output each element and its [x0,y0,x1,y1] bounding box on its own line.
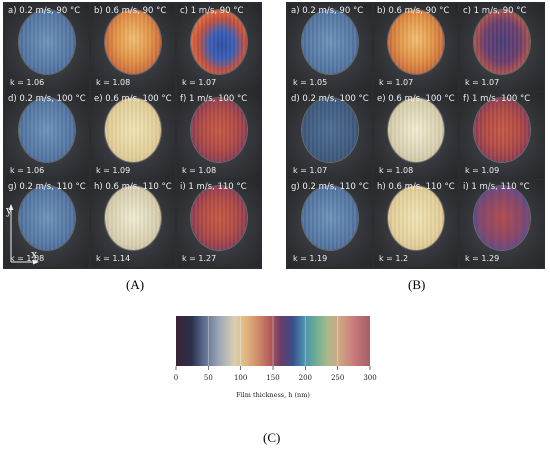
cell-k-value: k = 1.08 [10,254,45,263]
contact-disc [388,186,444,250]
contact-disc [474,98,530,162]
image-cell: h) 0.6 m/s, 110 °C k = 1.14 [91,180,175,267]
caption-a: (A) [126,277,145,292]
image-cell: i) 1 m/s, 110 °C k = 1.27 [177,180,261,267]
cell-label: a) 0.2 m/s, 90 °C [8,6,81,16]
contact-disc [191,10,247,74]
cell-k-value: k = 1.09 [465,166,500,175]
colorbar-tick-label: 0 [174,374,178,382]
caption-b: (B) [408,277,426,292]
image-cell: f) 1 m/s, 100 °C k = 1.08 [177,92,261,179]
contact-disc [105,98,161,162]
contact-disc [388,10,444,74]
contact-disc [19,10,75,74]
colorbar-xlabel: Film thickness, h (nm) [236,391,310,399]
image-cell: i) 1 m/s, 110 °C k = 1.29 [460,180,544,267]
cell-k-value: k = 1.06 [10,166,45,175]
cell-k-value: k = 1.19 [293,254,328,263]
image-cell: f) 1 m/s, 100 °C k = 1.09 [460,92,544,179]
cell-k-value: k = 1.07 [379,78,414,87]
contact-disc [19,98,75,162]
contact-disc [191,98,247,162]
cell-k-value: k = 1.06 [10,78,45,87]
contact-disc [388,98,444,162]
axis-x-label: x [31,248,38,261]
cell-label: h) 0.6 m/s, 110 °C [377,182,455,192]
axes-indicator: y x [5,200,45,268]
cell-k-value: k = 1.09 [96,166,131,175]
contact-disc [302,186,358,250]
cell-label: b) 0.6 m/s, 90 °C [377,6,450,16]
axis-y-label: y [5,204,13,217]
image-cell: d) 0.2 m/s, 100 °C k = 1.07 [288,92,372,179]
contact-disc [105,10,161,74]
cell-k-value: k = 1.2 [379,254,409,263]
cell-label: i) 1 m/s, 110 °C [180,182,247,192]
cell-label: c) 1 m/s, 90 °C [463,6,527,16]
cell-label: b) 0.6 m/s, 90 °C [94,6,167,16]
image-cell: c) 1 m/s, 90 °C k = 1.07 [460,4,544,91]
image-cell: e) 0.6 m/s, 100 °C k = 1.08 [374,92,458,179]
cell-k-value: k = 1.05 [293,78,328,87]
image-cell: g) 0.2 m/s, 110 °C k = 1.08 [5,180,89,267]
caption-c: (C) [263,430,281,445]
cell-label: d) 0.2 m/s, 100 °C [291,94,369,104]
image-cell: d) 0.2 m/s, 100 °C k = 1.06 [5,92,89,179]
contact-disc [474,10,530,74]
cell-k-value: k = 1.08 [182,166,217,175]
colorbar-tick-label: 200 [299,374,312,382]
cell-label: d) 0.2 m/s, 100 °C [8,94,86,104]
cell-k-value: k = 1.14 [96,254,131,263]
panel-b: a) 0.2 m/s, 90 °C k = 1.05 b) 0.6 m/s, 90 … [286,2,545,269]
cell-k-value: k = 1.07 [182,78,217,87]
contact-disc [302,98,358,162]
cell-label: i) 1 m/s, 110 °C [463,182,530,192]
cell-k-value: k = 1.08 [379,166,414,175]
cell-label: e) 0.6 m/s, 100 °C [377,94,455,104]
image-cell: h) 0.6 m/s, 110 °C k = 1.2 [374,180,458,267]
contact-disc [19,186,75,250]
image-cell: e) 0.6 m/s, 100 °C k = 1.09 [91,92,175,179]
image-cell: c) 1 m/s, 90 °C k = 1.07 [177,4,261,91]
cell-k-value: k = 1.07 [293,166,328,175]
colorbar-tick-label: 150 [266,374,279,382]
panel-a: a) 0.2 m/s, 90 °C k = 1.06 b) 0.6 m/s, 90 … [3,2,262,269]
cell-label: f) 1 m/s, 100 °C [463,94,531,104]
cell-label: g) 0.2 m/s, 110 °C [8,182,86,192]
cell-label: f) 1 m/s, 100 °C [180,94,248,104]
cell-k-value: k = 1.08 [96,78,131,87]
cell-k-value: k = 1.29 [465,254,500,263]
colorbar-axis: 0 50 100 150 200 250 300 Film thickness, h (nm… [174,366,377,399]
cell-k-value: k = 1.27 [182,254,217,263]
image-cell: b) 0.6 m/s, 90 °C k = 1.07 [374,4,458,91]
cell-label: a) 0.2 m/s, 90 °C [291,6,364,16]
contact-disc [191,186,247,250]
image-cell: g) 0.2 m/s, 110 °C k = 1.19 [288,180,372,267]
cell-k-value: k = 1.07 [465,78,500,87]
cell-label: g) 0.2 m/s, 110 °C [291,182,369,192]
thickness-colorbar [176,316,370,366]
image-cell: b) 0.6 m/s, 90 °C k = 1.08 [91,4,175,91]
colorbar-tick-label: 50 [204,374,213,382]
colorbar-tick-label: 300 [363,374,376,382]
contact-disc [302,10,358,74]
colorbar-tick-label: 250 [331,374,344,382]
image-cell: a) 0.2 m/s, 90 °C k = 1.06 [5,4,89,91]
cell-label: h) 0.6 m/s, 110 °C [94,182,172,192]
cell-label: c) 1 m/s, 90 °C [180,6,244,16]
image-cell: a) 0.2 m/s, 90 °C k = 1.05 [288,4,372,91]
colorbar-tick-label: 100 [234,374,247,382]
contact-disc [474,186,530,250]
cell-label: e) 0.6 m/s, 100 °C [94,94,172,104]
contact-disc [105,186,161,250]
